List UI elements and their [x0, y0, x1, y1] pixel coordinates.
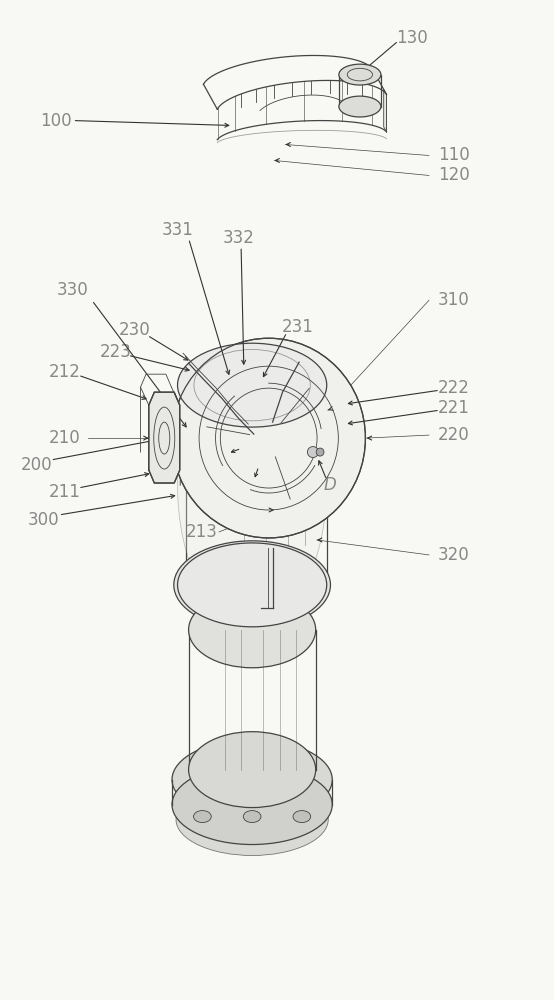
Text: 223: 223	[100, 343, 132, 361]
Text: 100: 100	[40, 112, 72, 130]
Ellipse shape	[307, 447, 319, 458]
Text: 300: 300	[28, 511, 60, 529]
Text: 222: 222	[438, 379, 470, 397]
Ellipse shape	[339, 64, 381, 85]
Ellipse shape	[339, 96, 381, 117]
Ellipse shape	[316, 448, 324, 456]
Ellipse shape	[174, 541, 331, 629]
Text: 221: 221	[438, 399, 470, 417]
Text: 230: 230	[119, 321, 150, 339]
Text: 310: 310	[438, 291, 470, 309]
Text: 332: 332	[222, 229, 254, 247]
Ellipse shape	[177, 543, 327, 627]
Ellipse shape	[188, 592, 316, 668]
Ellipse shape	[172, 765, 332, 845]
Ellipse shape	[293, 811, 311, 823]
Text: 212: 212	[48, 363, 80, 381]
Ellipse shape	[243, 811, 261, 823]
Ellipse shape	[188, 732, 316, 808]
Text: 320: 320	[438, 546, 470, 564]
Text: 211: 211	[48, 483, 80, 501]
Ellipse shape	[172, 740, 332, 820]
Text: 330: 330	[57, 281, 89, 299]
Text: 110: 110	[438, 146, 470, 164]
Ellipse shape	[193, 811, 211, 823]
Ellipse shape	[176, 784, 329, 856]
Text: 220: 220	[438, 426, 470, 444]
Ellipse shape	[172, 338, 366, 538]
Polygon shape	[384, 89, 387, 132]
Ellipse shape	[177, 343, 327, 627]
Text: 200: 200	[21, 456, 53, 474]
Text: 213: 213	[186, 523, 217, 541]
Ellipse shape	[177, 343, 327, 427]
Polygon shape	[149, 392, 179, 483]
Text: 130: 130	[397, 29, 428, 47]
Text: 120: 120	[438, 166, 470, 184]
Text: D: D	[323, 476, 336, 494]
Text: 210: 210	[48, 429, 80, 447]
Text: 331: 331	[162, 221, 193, 239]
Text: 231: 231	[282, 318, 314, 336]
